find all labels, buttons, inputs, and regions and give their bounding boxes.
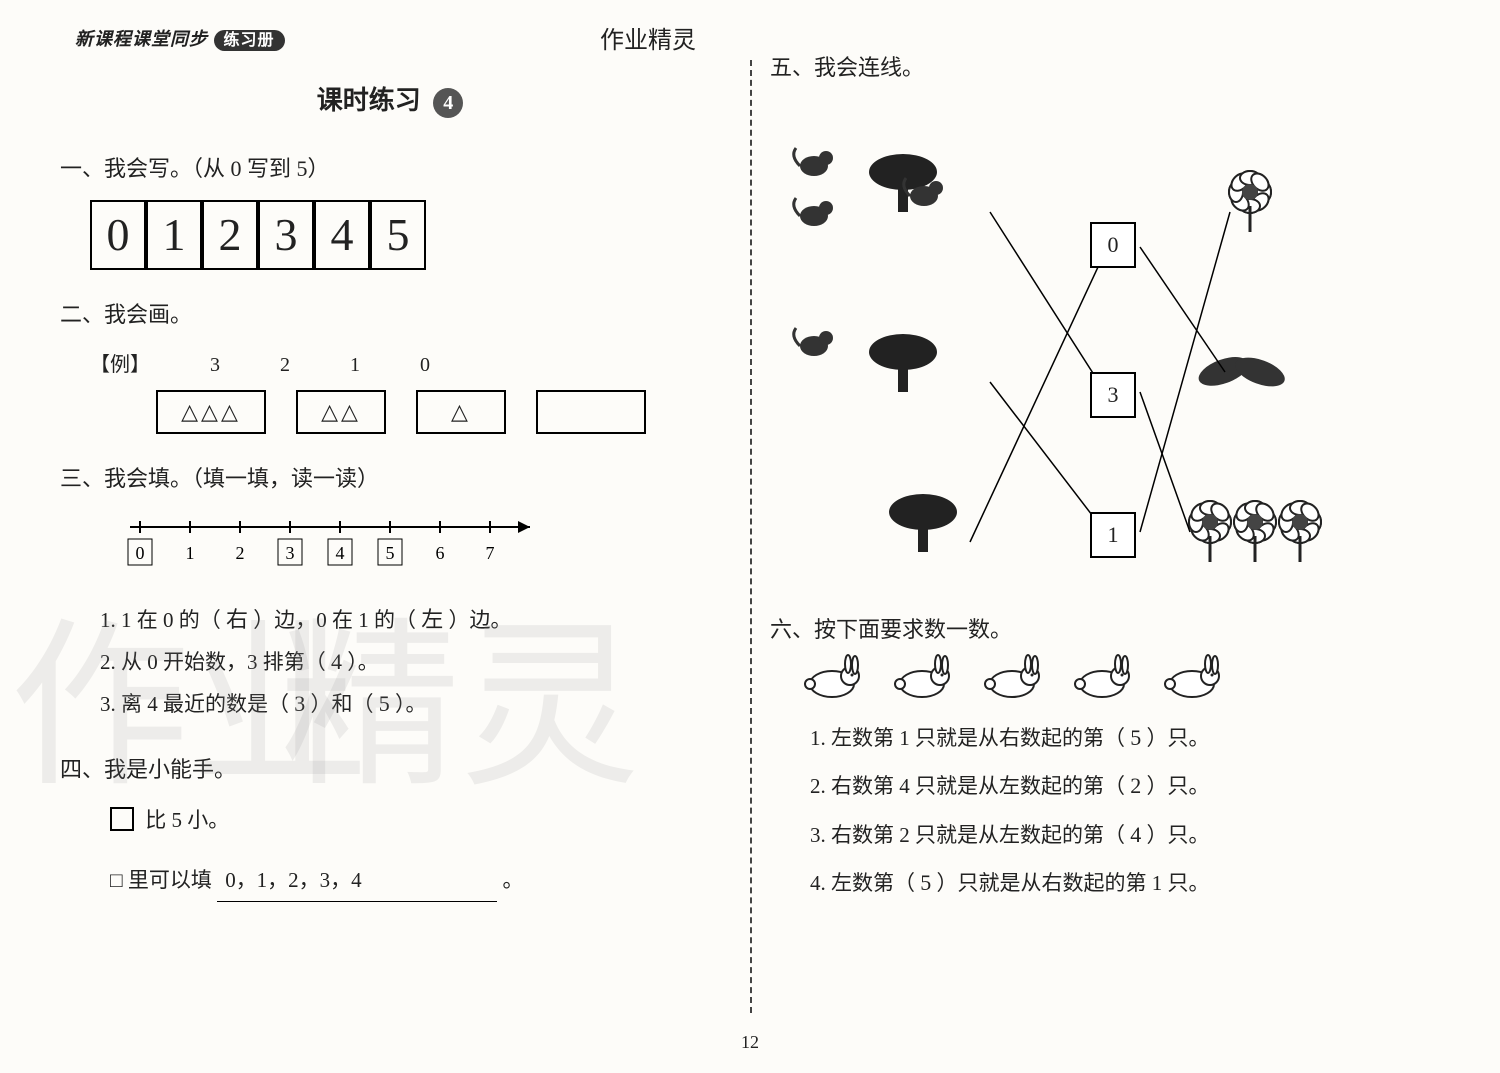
- count-1: 1. 左数第 1 只就是从右数起的第（ 5 ）只。: [810, 714, 1440, 762]
- section-2-title: 二、我会画。: [60, 294, 720, 336]
- ans-3-2: 4: [331, 649, 342, 674]
- ans-3-1a: 右: [226, 607, 248, 632]
- lesson-number-badge: 4: [433, 88, 463, 118]
- tri-box-3: △△△: [156, 390, 266, 434]
- svg-text:0: 0: [136, 543, 145, 563]
- num-box-1: 1: [146, 200, 202, 270]
- series-pill: 练习册: [214, 30, 285, 51]
- ans-6-2: 2: [1130, 773, 1141, 798]
- ans-3-3a: 3: [294, 691, 305, 716]
- rabbit-icon: [800, 654, 860, 700]
- blank-box-icon: [110, 807, 134, 831]
- ans-6-3: 4: [1130, 822, 1141, 847]
- count-2: 2. 右数第 4 只就是从左数起的第（ 2 ）只。: [810, 762, 1440, 810]
- svg-text:2: 2: [236, 543, 245, 563]
- section-3: 三、我会填。（填一填，读一读） 0 1 2 3 4 5 6 7 1. 1 在 0 的（ 右 ）…: [60, 458, 720, 725]
- header-2: 2: [280, 346, 290, 384]
- ans-3-1b: 左: [421, 607, 443, 632]
- rabbit-icon: [980, 654, 1040, 700]
- header-0: 0: [420, 346, 430, 384]
- svg-text:3: 3: [286, 543, 295, 563]
- count-3: 3. 右数第 2 只就是从左数起的第（ 4 ）只。: [810, 811, 1440, 859]
- line2-prefix: □ 里可以填: [110, 868, 212, 892]
- page-number: 12: [741, 1032, 759, 1053]
- series-header: 新课程课堂同步 练习册: [75, 25, 285, 51]
- rabbit-icon: [890, 654, 950, 700]
- section-6-title: 六、按下面要求数一数。: [770, 612, 1440, 644]
- tri-box-1: △: [416, 390, 506, 434]
- example-label: 【例】: [90, 346, 150, 384]
- section-3-title: 三、我会填。（填一填，读一读）: [60, 458, 720, 500]
- num-box-3: 3: [258, 200, 314, 270]
- rabbit-icon: [1160, 654, 1220, 700]
- section-1-title: 一、我会写。（从 0 写到 5）: [60, 148, 720, 190]
- rabbit-row: [800, 654, 1440, 700]
- line1-text: 比 5 小。: [145, 808, 229, 832]
- match-box-0: 0: [1090, 222, 1136, 268]
- matching-diagram: 0 3 1: [770, 92, 1330, 592]
- svg-text:1: 1: [186, 543, 195, 563]
- rabbit-icon: [1070, 654, 1130, 700]
- num-box-4: 4: [314, 200, 370, 270]
- tri-box-0: [536, 390, 646, 434]
- number-write-boxes: 0 1 2 3 4 5: [90, 200, 720, 270]
- num-box-0: 0: [90, 200, 146, 270]
- match-box-1: 3: [1090, 372, 1136, 418]
- section-4-title: 四、我是小能手。: [60, 749, 720, 791]
- center-title: 作业精灵: [600, 20, 696, 55]
- svg-text:5: 5: [386, 543, 395, 563]
- ans-3-3b: 5: [379, 691, 390, 716]
- header-3: 3: [210, 346, 220, 384]
- ans-6-4: 5: [920, 870, 931, 895]
- svg-text:6: 6: [436, 543, 445, 563]
- match-box-2: 1: [1090, 512, 1136, 558]
- section-2: 二、我会画。 【例】 3 2 1 0 △△△ △△ △: [60, 294, 720, 434]
- fill-3: 3. 离 4 最近的数是（ 3 ）和（ 5 ）。: [100, 683, 720, 725]
- section-1: 一、我会写。（从 0 写到 5） 0 1 2 3 4 5: [60, 148, 720, 270]
- lesson-title: 课时练习 4: [60, 80, 720, 118]
- series-title: 新课程课堂同步: [75, 29, 208, 49]
- fill-1: 1. 1 在 0 的（ 右 ）边，0 在 1 的（ 左 ）边。: [100, 599, 720, 641]
- header-1: 1: [350, 346, 360, 384]
- svg-text:7: 7: [486, 543, 495, 563]
- fill-2: 2. 从 0 开始数，3 排第（ 4 ）。: [100, 641, 720, 683]
- section-5-title: 五、我会连线。: [770, 50, 1440, 82]
- num-box-5: 5: [370, 200, 426, 270]
- num-box-2: 2: [202, 200, 258, 270]
- count-4: 4. 左数第（ 5 ）只就是从右数起的第 1 只。: [810, 859, 1440, 907]
- svg-text:4: 4: [336, 543, 345, 563]
- tri-box-2: △△: [296, 390, 386, 434]
- number-line: 0 1 2 3 4 5 6 7: [120, 509, 720, 583]
- ans-6-1: 5: [1130, 725, 1141, 750]
- section-4: 四、我是小能手。 比 5 小。 □ 里可以填 0，1，2，3，4 。: [60, 749, 720, 902]
- line2-answer: 0，1，2，3，4: [217, 861, 497, 902]
